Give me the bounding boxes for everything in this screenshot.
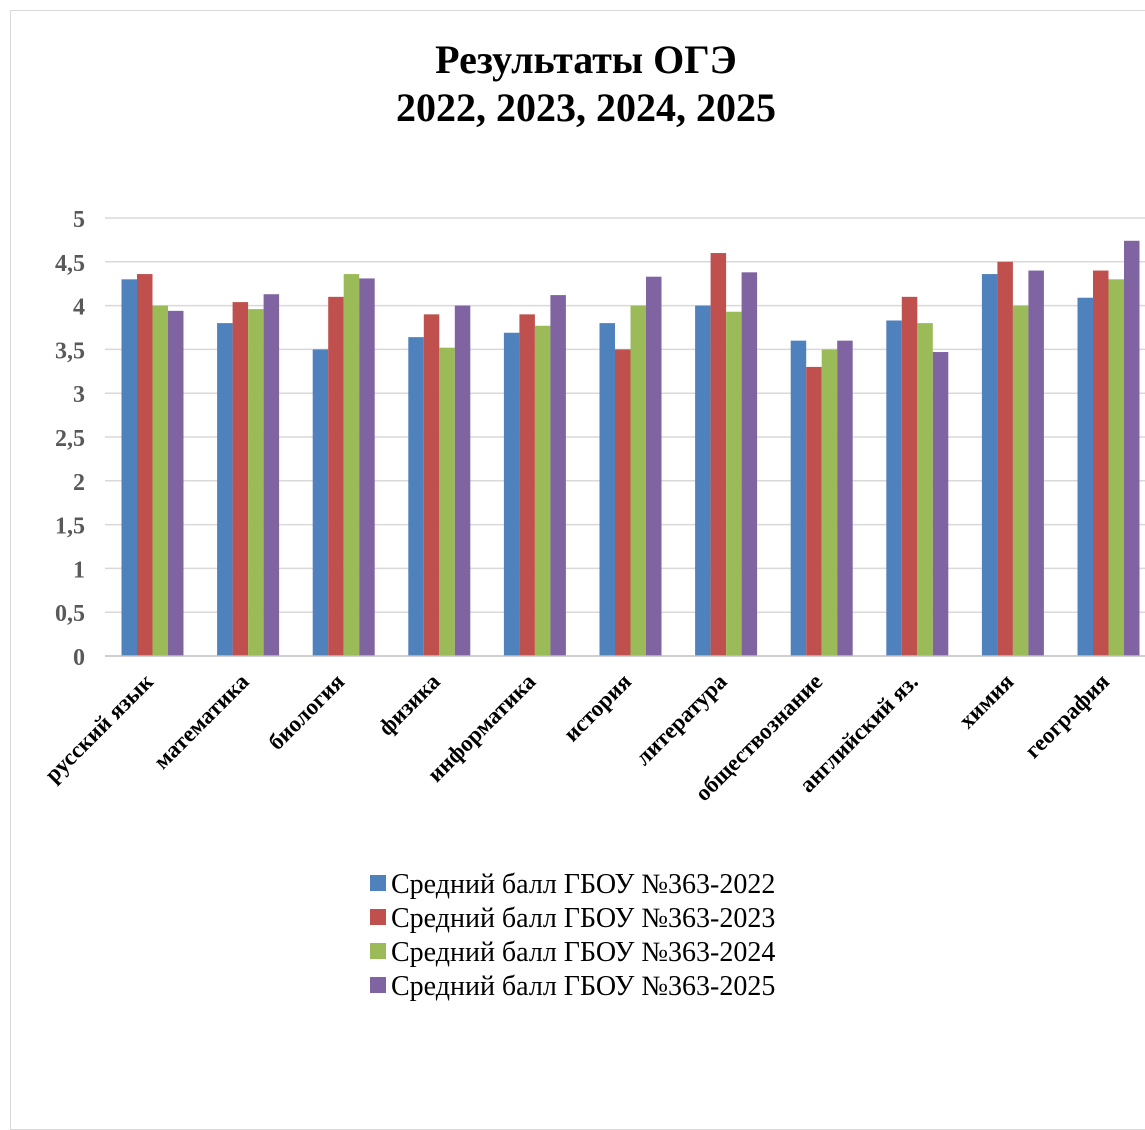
bar bbox=[997, 261, 1013, 656]
bar bbox=[981, 274, 998, 656]
bar bbox=[1012, 305, 1029, 656]
y-tick-label: 5 bbox=[73, 207, 85, 233]
bar bbox=[917, 323, 933, 656]
y-axis-ticks: 0 0,5 1 1,5 2 2,5 3 3,5 4 4,5 5 bbox=[55, 207, 85, 671]
bar bbox=[901, 296, 918, 656]
y-tick-label: 1,5 bbox=[55, 514, 85, 540]
bar bbox=[454, 305, 471, 656]
x-tick-label: математика bbox=[149, 669, 254, 774]
bar bbox=[343, 274, 360, 656]
bar bbox=[550, 295, 566, 656]
legend-swatch bbox=[370, 909, 386, 925]
legend-swatch bbox=[370, 875, 386, 891]
x-tick-label: физика bbox=[373, 669, 445, 741]
legend-swatch bbox=[370, 977, 386, 993]
bar bbox=[232, 302, 249, 656]
x-tick-label: русский язык bbox=[40, 668, 159, 787]
y-tick-label: 3,5 bbox=[55, 338, 85, 364]
legend-label: Средний балл ГБОУ №363-2025 bbox=[391, 971, 775, 1002]
x-tick-label: химия bbox=[954, 669, 1018, 733]
bar bbox=[932, 352, 949, 656]
bar bbox=[790, 340, 807, 656]
bar bbox=[1124, 240, 1140, 656]
bar bbox=[806, 366, 822, 656]
legend-label: Средний балл ГБОУ №363-2023 bbox=[391, 903, 775, 934]
x-tick-label: биология bbox=[263, 669, 349, 755]
bar bbox=[534, 325, 551, 656]
legend-swatch bbox=[370, 943, 386, 959]
y-tick-label: 2 bbox=[73, 470, 85, 496]
bar bbox=[1108, 279, 1124, 656]
bar bbox=[168, 310, 184, 656]
y-tick-label: 0 bbox=[73, 645, 85, 671]
bar bbox=[695, 305, 711, 656]
y-tick-label: 3 bbox=[73, 382, 85, 408]
bar bbox=[599, 323, 615, 656]
bar bbox=[630, 305, 646, 656]
bar bbox=[519, 314, 535, 656]
bar bbox=[886, 320, 902, 656]
bar bbox=[710, 253, 727, 657]
legend-label: Средний балл ГБОУ №363-2022 bbox=[391, 869, 775, 900]
y-tick-label: 0,5 bbox=[55, 601, 85, 627]
chart-title-line2: 2022, 2023, 2024, 2025 bbox=[396, 85, 776, 130]
bar bbox=[248, 309, 264, 656]
bar bbox=[821, 349, 838, 656]
x-tick-label: география bbox=[1020, 669, 1114, 763]
x-tick-label: история bbox=[559, 669, 636, 746]
bar bbox=[121, 279, 137, 656]
bar bbox=[726, 311, 742, 656]
bar bbox=[312, 349, 329, 656]
bar bbox=[263, 294, 280, 656]
bar bbox=[423, 314, 440, 656]
bar bbox=[1093, 270, 1109, 656]
bar bbox=[439, 347, 455, 656]
y-tick-label: 2,5 bbox=[55, 426, 85, 452]
bar bbox=[1028, 270, 1044, 656]
bar bbox=[328, 296, 344, 656]
x-tick-label: литература bbox=[630, 669, 732, 771]
y-tick-label: 4,5 bbox=[55, 251, 85, 277]
bar bbox=[615, 349, 631, 656]
bar bbox=[503, 332, 520, 656]
bar bbox=[741, 272, 758, 656]
legend-label: Средний балл ГБОУ №363-2024 bbox=[391, 937, 775, 968]
bars bbox=[121, 240, 1140, 657]
bar bbox=[646, 276, 662, 656]
bar bbox=[359, 278, 375, 656]
bar bbox=[837, 340, 853, 656]
y-tick-label: 1 bbox=[73, 557, 85, 583]
bar bbox=[137, 274, 153, 656]
bar bbox=[152, 305, 168, 656]
bar bbox=[217, 323, 233, 656]
chart-title-line1: Результаты ОГЭ bbox=[435, 37, 737, 82]
y-tick-label: 4 bbox=[73, 295, 85, 321]
bar bbox=[408, 337, 424, 656]
bar bbox=[1077, 297, 1093, 656]
